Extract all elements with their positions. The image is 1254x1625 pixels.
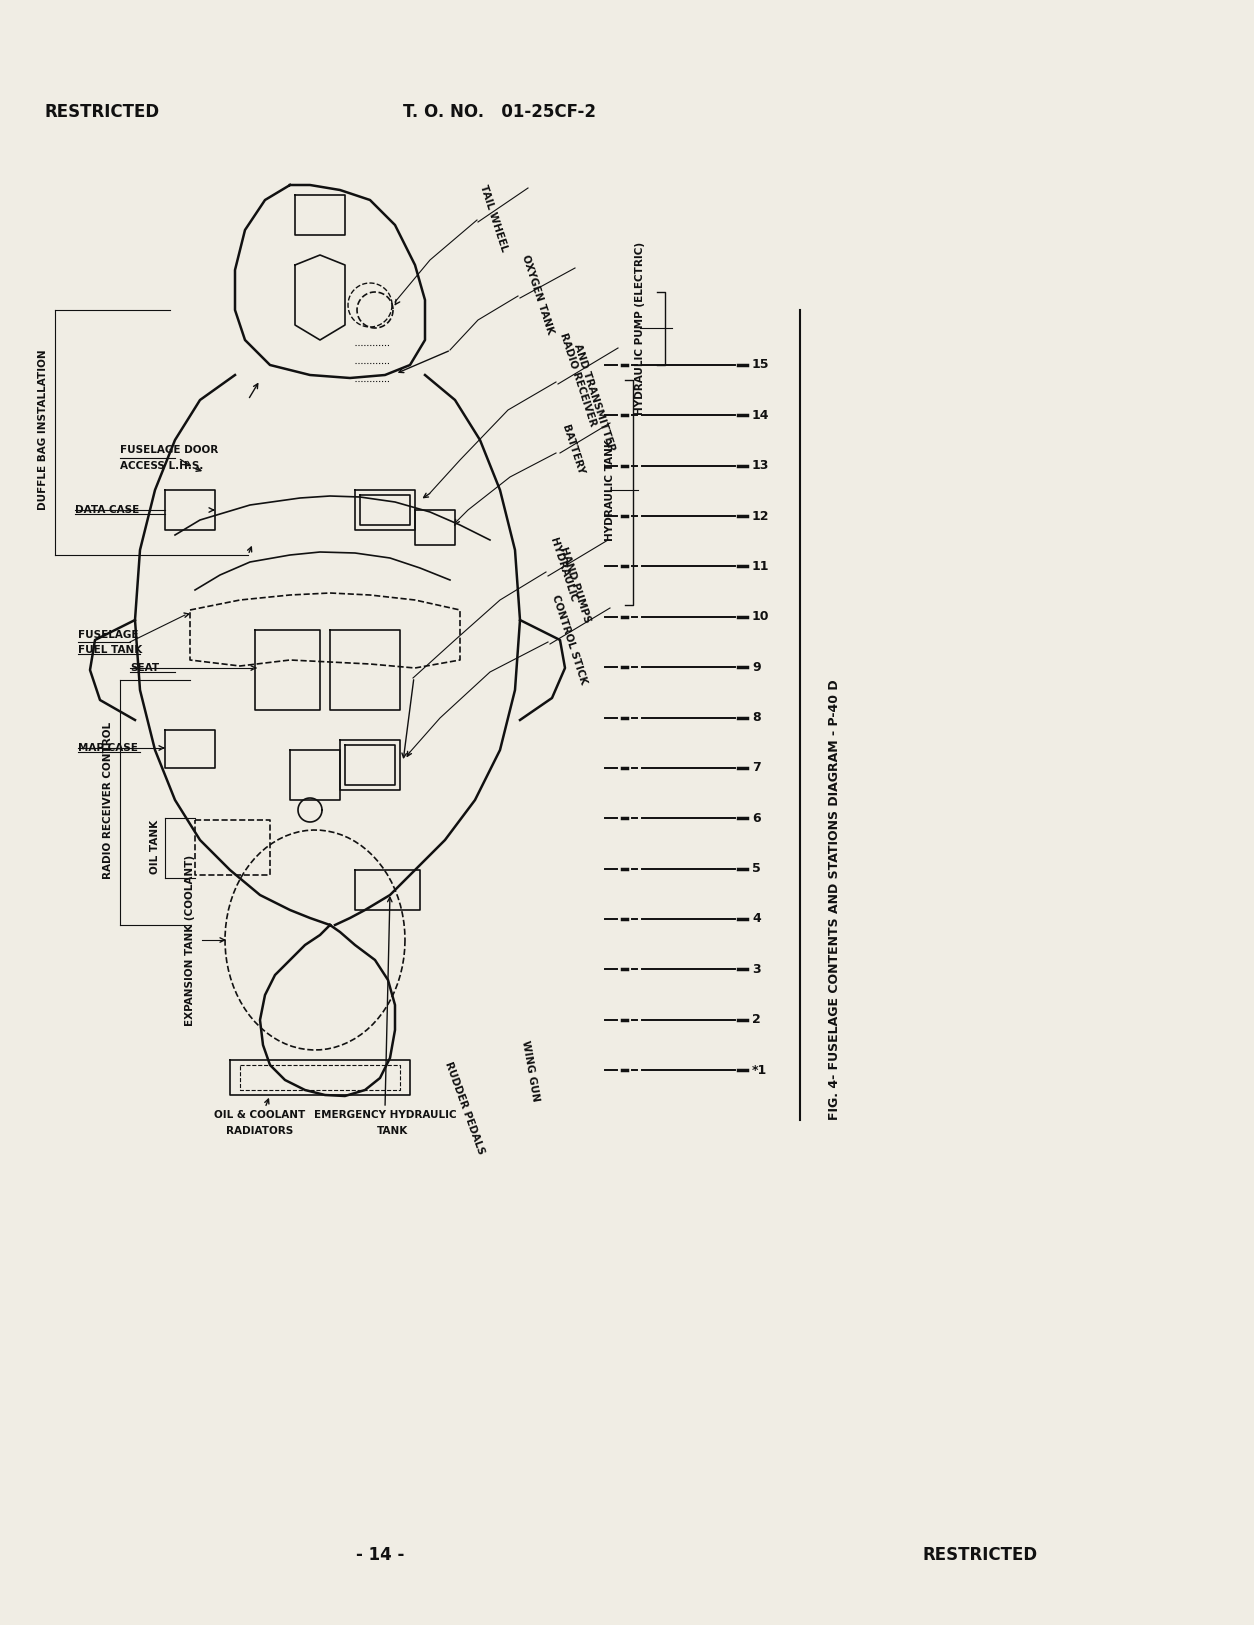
Text: BATTERY: BATTERY	[561, 424, 586, 476]
Text: RUDDER PEDALS: RUDDER PEDALS	[444, 1060, 487, 1155]
Text: 14: 14	[752, 410, 770, 422]
Text: HAND PUMPS: HAND PUMPS	[558, 546, 592, 624]
Text: ACCESS L.H.S.: ACCESS L.H.S.	[120, 461, 203, 471]
Text: EXPANSION TANK (COOLANT): EXPANSION TANK (COOLANT)	[186, 855, 196, 1025]
Text: - 14 -: - 14 -	[356, 1545, 404, 1563]
Text: OIL & COOLANT: OIL & COOLANT	[214, 1110, 306, 1120]
Text: OXYGEN TANK: OXYGEN TANK	[520, 254, 556, 336]
Text: RESTRICTED: RESTRICTED	[45, 102, 161, 120]
Text: CONTROL STICK: CONTROL STICK	[551, 593, 588, 686]
Text: SEAT: SEAT	[130, 663, 159, 673]
Text: HYDRAULIC: HYDRAULIC	[548, 536, 578, 603]
Text: OIL TANK: OIL TANK	[150, 821, 161, 874]
Text: FUSELAGE: FUSELAGE	[78, 630, 138, 640]
Text: FUSELAGE DOOR: FUSELAGE DOOR	[120, 445, 218, 455]
Text: 5: 5	[752, 863, 761, 876]
Text: HYDRAULIC PUMP (ELECTRIC): HYDRAULIC PUMP (ELECTRIC)	[635, 242, 645, 414]
Text: RESTRICTED: RESTRICTED	[923, 1545, 1037, 1563]
Text: 4: 4	[752, 912, 761, 925]
Text: HYDRAULIC TANK: HYDRAULIC TANK	[604, 439, 614, 541]
Text: MAP CASE: MAP CASE	[78, 743, 138, 752]
Text: 11: 11	[752, 561, 770, 574]
Text: 12: 12	[752, 510, 770, 523]
Text: *1: *1	[752, 1063, 767, 1076]
Text: T. O. NO.   01-25CF-2: T. O. NO. 01-25CF-2	[404, 102, 597, 120]
Text: FUEL TANK: FUEL TANK	[78, 645, 142, 655]
Text: AND TRANSMITTER: AND TRANSMITTER	[572, 343, 616, 453]
Text: 6: 6	[752, 812, 761, 826]
Text: 10: 10	[752, 611, 770, 624]
Text: FIG. 4- FUSELAGE CONTENTS AND STATIONS DIAGRAM - P-40 D: FIG. 4- FUSELAGE CONTENTS AND STATIONS D…	[829, 679, 841, 1120]
Text: TANK: TANK	[377, 1126, 409, 1136]
Text: 15: 15	[752, 359, 770, 372]
Text: WING GUN: WING GUN	[519, 1040, 540, 1103]
Text: RADIO RECEIVER: RADIO RECEIVER	[558, 332, 598, 427]
Text: 9: 9	[752, 661, 761, 674]
Text: 8: 8	[752, 712, 761, 725]
Text: 2: 2	[752, 1012, 761, 1025]
Text: DATA CASE: DATA CASE	[75, 505, 139, 515]
Text: 13: 13	[752, 460, 770, 473]
Text: 3: 3	[752, 962, 761, 975]
Text: 7: 7	[752, 762, 761, 775]
Text: RADIATORS: RADIATORS	[227, 1126, 293, 1136]
Text: EMERGENCY HYDRAULIC: EMERGENCY HYDRAULIC	[314, 1110, 456, 1120]
Text: DUFFLE BAG INSTALLATION: DUFFLE BAG INSTALLATION	[38, 349, 48, 510]
Text: RADIO RECEIVER CONTROL: RADIO RECEIVER CONTROL	[103, 722, 113, 879]
Text: TAIL WHEEL: TAIL WHEEL	[478, 184, 509, 254]
